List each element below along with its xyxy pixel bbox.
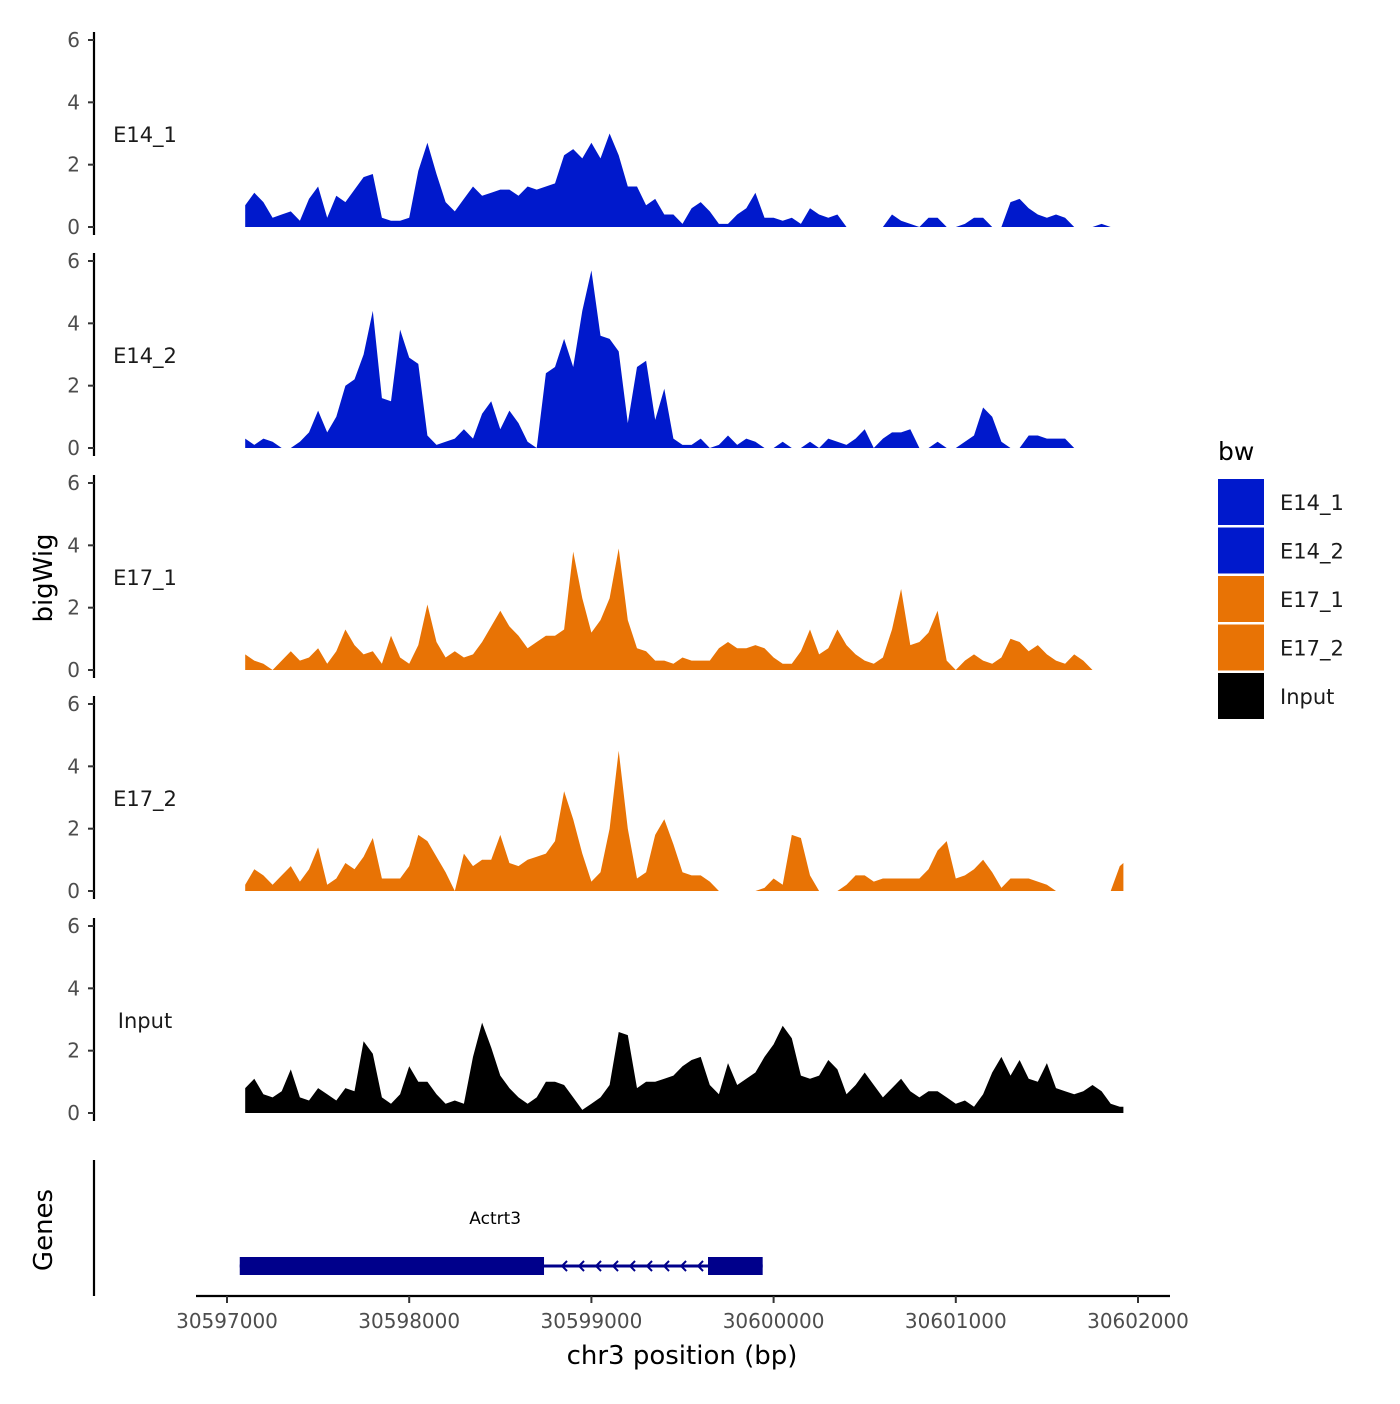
y-tick-label: 4 [67,90,80,114]
y-tick-label: 0 [67,879,80,903]
legend-swatch-E14_2 [1218,527,1264,574]
strand-arrow [662,1260,670,1272]
track-E17_2: 0 2 4 6 E17_2 [67,692,1124,903]
legend-label-E14_2: E14_2 [1280,540,1344,565]
y-tick-label: 6 [67,914,80,938]
strand-arrow [594,1260,602,1272]
signal-area-Input [245,1022,1124,1113]
track-Input: 0 2 4 6 Input [67,914,1124,1125]
track-label-E14_2: E14_2 [113,344,177,369]
signal-area-E14_2 [245,270,1124,448]
legend: bw E14_1 E14_2 E17_1 E17_2 Input [1218,437,1344,719]
y-tick-label: 0 [67,215,80,239]
signal-tracks: 0 2 4 6 E14_1 0 2 4 6 E14_2 0 2 4 6 E17_1 0 2 4 6 E17_2 0 2 4 6… [67,28,1124,1125]
y-tick-label: 6 [67,249,80,273]
y-tick-label: 4 [67,533,80,557]
x-tick-label: 30597000 [176,1309,278,1333]
y-tick-label: 4 [67,976,80,1000]
y-tick-label: 0 [67,1101,80,1125]
y-tick-label: 2 [67,153,80,177]
legend-label-E14_1: E14_1 [1280,491,1344,516]
genes-track-title: Genes [29,1189,59,1271]
y-tick-label: 2 [67,374,80,398]
gene-exon [239,1257,545,1275]
signal-area-E14_1 [245,133,1124,227]
legend-label-E17_1: E17_1 [1280,588,1344,613]
y-tick-label: 2 [67,596,80,620]
legend-swatch-E17_2 [1218,624,1264,671]
x-axis-title: chr3 position (bp) [567,1341,798,1371]
strand-arrow [696,1260,704,1272]
y-axis-title: bigWig [29,533,59,622]
signal-area-E17_1 [245,548,1124,670]
x-tick-label: 30602000 [1087,1309,1189,1333]
legend-label-Input: Input [1280,685,1334,709]
strand-arrow [577,1260,585,1272]
legend-swatch-E17_1 [1218,576,1264,622]
x-axis: 30597000 30598000 30599000 30600000 30601000… [176,1294,1189,1333]
y-tick-label: 6 [67,28,80,52]
y-tick-label: 0 [67,658,80,682]
gene-track: Actrt3 [92,1160,763,1296]
x-tick-label: 30599000 [541,1309,643,1333]
x-tick-label: 30601000 [905,1309,1007,1333]
track-label-E17_1: E17_1 [113,566,177,591]
legend-swatch-Input [1218,673,1264,719]
gene-exon [708,1257,763,1275]
x-tick-label: 30600000 [723,1309,825,1333]
track-label-E14_1: E14_1 [113,123,177,148]
legend-swatch-E14_1 [1218,479,1264,525]
legend-title: bw [1218,437,1254,466]
track-label-Input: Input [118,1009,172,1033]
strand-arrow [611,1260,619,1272]
track-label-E17_2: E17_2 [113,787,177,812]
y-tick-label: 0 [67,436,80,460]
track-E14_1: 0 2 4 6 E14_1 [67,28,1124,239]
x-tick-label: 30598000 [358,1309,460,1333]
y-tick-label: 2 [67,1039,80,1063]
y-tick-label: 4 [67,754,80,778]
track-E17_1: 0 2 4 6 E17_1 [67,471,1124,682]
y-tick-label: 2 [67,817,80,841]
y-tick-label: 6 [67,692,80,716]
strand-arrow [645,1260,653,1272]
gene-name-label: Actrt3 [469,1209,521,1229]
strand-arrow [560,1260,568,1272]
legend-label-E17_2: E17_2 [1280,637,1344,662]
strand-arrow [628,1260,636,1272]
track-E14_2: 0 2 4 6 E14_2 [67,249,1124,460]
signal-area-E17_2 [245,750,1124,891]
y-tick-label: 4 [67,311,80,335]
strand-arrow [679,1260,687,1272]
y-tick-label: 6 [67,471,80,495]
